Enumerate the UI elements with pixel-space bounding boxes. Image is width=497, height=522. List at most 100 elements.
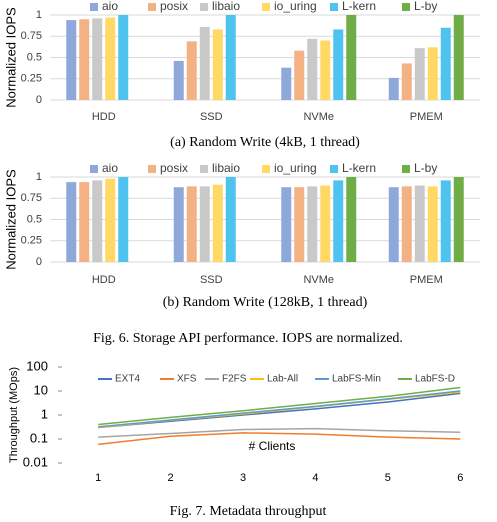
bar (186, 41, 197, 100)
legend-swatch (330, 3, 338, 11)
y-axis-label: Throughput (MOps) (8, 367, 20, 463)
caption: (b) Random Write (128kB, 1 thread) (163, 295, 368, 310)
legend-swatch (148, 165, 156, 173)
bar (186, 186, 197, 262)
bar (212, 29, 223, 101)
bar (414, 185, 425, 262)
bar (440, 27, 451, 100)
legend-swatch (402, 165, 410, 173)
legend-label: F2FS (222, 374, 247, 385)
legend-label: posix (160, 161, 188, 175)
bar (440, 180, 451, 262)
y-tick-label: 1 (36, 171, 42, 183)
y-tick-label: 0.75 (21, 30, 42, 42)
bar (105, 178, 116, 262)
legend-label: XFS (177, 374, 197, 385)
bar (79, 19, 90, 100)
legend-swatch (402, 3, 410, 11)
figure-caption: Fig. 7. Metadata throughput (170, 504, 327, 519)
bar (173, 187, 184, 262)
line-series (98, 427, 461, 438)
bar (401, 186, 412, 262)
bar (79, 182, 90, 262)
bar (320, 40, 331, 100)
bar (212, 184, 223, 262)
bar (281, 67, 292, 100)
x-tick-label: 1 (95, 472, 101, 484)
y-tick-label: 0.25 (21, 73, 42, 85)
legend-label: L-by (414, 161, 437, 175)
legend-label: io_uring (274, 0, 317, 13)
bar (453, 177, 464, 262)
x-tick-label: HDD (92, 111, 116, 123)
legend-swatch (200, 3, 208, 11)
bar (414, 48, 425, 100)
x-axis-label: # Clients (249, 439, 296, 453)
bar (427, 47, 438, 100)
bar (346, 177, 357, 262)
bar (66, 20, 77, 101)
caption: (a) Random Write (4kB, 1 thread) (170, 135, 360, 150)
bar (346, 15, 357, 100)
line-series (98, 392, 461, 429)
x-tick-label: SSD (200, 111, 223, 123)
y-axis-label: Normalized IOPS (3, 169, 18, 270)
x-tick-label: 2 (168, 472, 174, 484)
legend-label: aio (102, 0, 118, 13)
legend-label: io_uring (274, 161, 317, 175)
bar (225, 177, 236, 262)
line-series (98, 386, 461, 426)
bar (453, 15, 464, 100)
bar (388, 187, 399, 262)
legend-swatch (262, 3, 270, 11)
bar (92, 18, 103, 100)
legend-label: LabFS-Min (332, 374, 381, 385)
y-tick-label: 0.01 (23, 454, 48, 469)
x-tick-label: NVMe (303, 111, 334, 123)
bar (294, 187, 305, 262)
bar (173, 60, 184, 100)
x-tick-label: 4 (312, 472, 318, 484)
legend-label: libaio (212, 161, 240, 175)
legend-label: L-kern (342, 0, 376, 13)
line-series (98, 432, 461, 446)
bar (199, 26, 210, 100)
x-tick-label: NVMe (303, 274, 334, 286)
legend-swatch (90, 165, 98, 173)
legend-label: EXT4 (115, 374, 140, 385)
x-tick-label: PMEM (410, 111, 443, 123)
legend-swatch (330, 165, 338, 173)
legend-label: LabFS-D (415, 374, 455, 385)
y-axis-label: Normalized IOPS (3, 7, 18, 108)
legend-swatch (148, 3, 156, 11)
legend-label: L-by (414, 0, 437, 13)
y-tick-label: 0.5 (27, 213, 42, 225)
bar (105, 17, 116, 100)
x-tick-label: PMEM (410, 274, 443, 286)
y-tick-label: 0 (36, 94, 42, 106)
legend-swatch (262, 165, 270, 173)
bar (401, 63, 412, 100)
line-series (98, 390, 461, 428)
bar (294, 50, 305, 100)
legend-swatch (200, 165, 208, 173)
y-tick-label: 10 (34, 382, 48, 397)
figure-caption: Fig. 6. Storage API performance. IOPS ar… (93, 331, 403, 346)
x-tick-label: 3 (240, 472, 246, 484)
bar (388, 77, 399, 100)
x-tick-label: 5 (385, 472, 391, 484)
bar (333, 180, 344, 262)
bar (92, 180, 103, 262)
bar (281, 187, 292, 262)
y-tick-label: 0.75 (21, 192, 42, 204)
bar (427, 186, 438, 262)
bar (320, 185, 331, 262)
legend-label: libaio (212, 0, 240, 13)
bar (118, 15, 129, 100)
legend-label: aio (102, 161, 118, 175)
legend-label: posix (160, 0, 188, 13)
bar (307, 38, 318, 100)
bar (225, 15, 236, 100)
bar (118, 177, 129, 262)
